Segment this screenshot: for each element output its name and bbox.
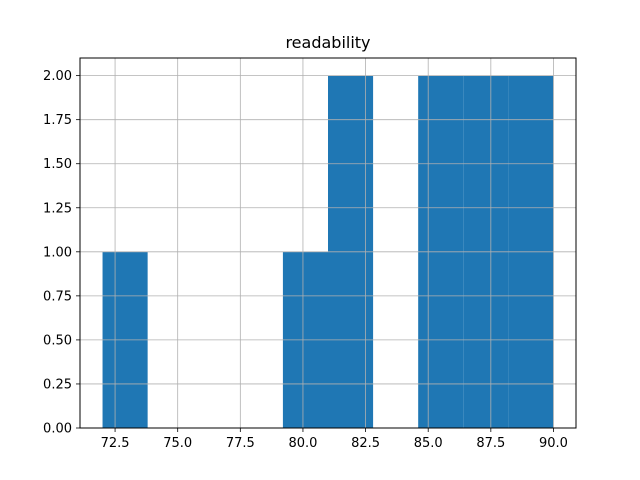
chart-title: readability <box>285 33 370 52</box>
y-tick-label-5: 1.25 <box>43 201 72 216</box>
x-axis-ticks: 72.5 75.0 77.5 80.0 82.5 85.0 87.5 90.0 <box>101 428 568 451</box>
x-tick-label-5: 85.0 <box>414 436 443 451</box>
axes-frame <box>79 57 577 429</box>
x-tick-label-1: 75.0 <box>163 436 192 451</box>
y-tick-label-1: 0.25 <box>43 377 72 392</box>
x-tick-label-3: 80.0 <box>288 436 317 451</box>
grid <box>80 58 576 429</box>
y-tick-label-0: 0.00 <box>43 422 72 437</box>
x-tick-label-4: 82.5 <box>351 436 380 451</box>
y-tick-label-4: 1.00 <box>43 245 72 260</box>
y-tick-label-7: 1.75 <box>43 113 72 128</box>
x-tick-label-7: 90.0 <box>539 436 568 451</box>
y-tick-label-6: 1.50 <box>43 157 72 172</box>
y-tick-label-3: 0.75 <box>43 289 72 304</box>
y-axis-ticks: 0.00 0.25 0.50 0.75 1.00 1.25 1.50 1.75 2.00 <box>43 69 80 437</box>
y-tick-label-2: 0.50 <box>43 333 72 348</box>
y-tick-label-8: 2.00 <box>43 69 72 84</box>
x-tick-label-0: 72.5 <box>101 436 130 451</box>
x-tick-label-6: 87.5 <box>476 436 505 451</box>
x-tick-label-2: 77.5 <box>226 436 255 451</box>
